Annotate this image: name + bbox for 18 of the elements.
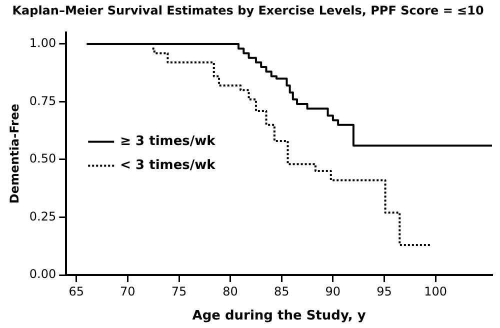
- y-axis-title: Dementia-Free: [7, 104, 22, 204]
- x-tick-label: 90: [325, 284, 341, 298]
- x-tick-label: 85: [274, 284, 290, 298]
- x-tick-label: 75: [171, 284, 187, 298]
- x-tick-label: 65: [68, 284, 84, 298]
- y-tick-label: 1.00: [29, 36, 56, 50]
- y-tick-label: 0.00: [29, 267, 56, 282]
- x-axis-title: Age during the Study, y: [192, 308, 366, 324]
- chart-title: Kaplan–Meier Survival Estimates by Exercise Levels, PPF Score = ≤10: [12, 3, 484, 18]
- y-tick-label: 0.50: [29, 152, 56, 166]
- legend-label: < 3 times/wk: [120, 158, 216, 174]
- x-tick-label: 100: [424, 284, 448, 298]
- x-tick-label: 70: [120, 284, 136, 298]
- y-tick-label: 0.75: [29, 94, 56, 108]
- legend-label: ≥ 3 times/wk: [120, 134, 216, 150]
- x-tick-label: 80: [222, 284, 238, 298]
- x-tick-label: 95: [376, 284, 392, 298]
- y-tick-label: 0.25: [29, 209, 56, 224]
